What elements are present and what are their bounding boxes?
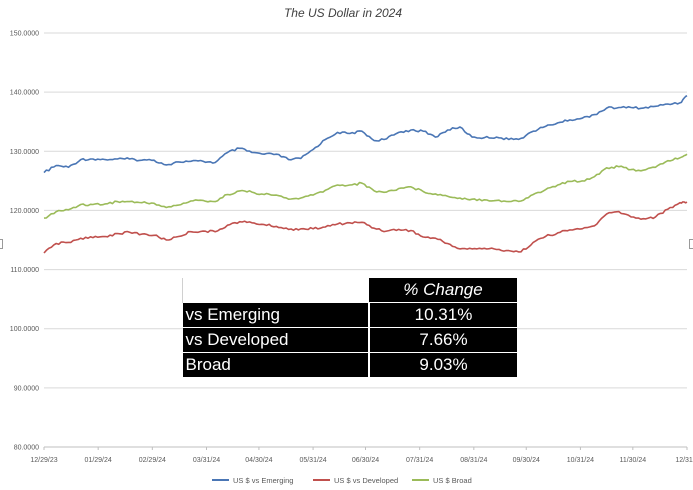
legend-label: US $ Broad: [433, 476, 472, 485]
row-value: 9.03%: [369, 352, 517, 377]
table-row: vs Emerging 10.31%: [182, 302, 517, 328]
table-row: vs Developed 7.66%: [182, 327, 517, 353]
y-tick-label: 150.0000: [10, 31, 39, 38]
y-tick-label: 110.0000: [10, 267, 39, 274]
y-axis: 80.0000 90.0000 100.0000 110.0000 120.0000 13…: [10, 31, 39, 452]
row-label: Broad: [182, 352, 370, 377]
row-label: vs Emerging: [182, 302, 370, 328]
y-tick-label: 140.0000: [10, 90, 39, 97]
series-line: [43, 201, 688, 254]
series-line: [43, 95, 688, 174]
x-tick-label: 12/31/2: [675, 457, 693, 464]
x-tick-label: 05/31/24: [299, 457, 326, 464]
y-tick-label: 100.0000: [10, 326, 39, 333]
x-tick-label: 06/30/24: [352, 457, 379, 464]
row-value: 10.31%: [369, 302, 517, 328]
left-resize-handle[interactable]: [0, 239, 3, 249]
chart-title: The US Dollar in 2024: [284, 6, 402, 20]
x-tick-label: 04/30/24: [245, 457, 272, 464]
percent-change-table: % Change vs Emerging 10.31% vs Developed…: [182, 278, 517, 377]
x-tick-label: 12/29/23: [30, 457, 57, 464]
y-tick-label: 90.0000: [14, 385, 39, 392]
x-tick-label: 02/29/24: [139, 457, 166, 464]
row-value: 7.66%: [369, 327, 517, 353]
x-tick-label: 11/30/24: [619, 457, 646, 464]
x-tick-label: 03/31/24: [193, 457, 220, 464]
series-lines: [43, 95, 688, 254]
y-tick-label: 120.0000: [10, 208, 39, 215]
y-tick-label: 80.0000: [14, 445, 39, 452]
x-tick-label: 01/29/24: [85, 457, 112, 464]
x-tick-label: 09/30/24: [513, 457, 540, 464]
series-line: [43, 153, 688, 219]
header-blank-cell: [182, 278, 369, 303]
y-tick-label: 130.0000: [10, 149, 39, 156]
x-axis: 12/29/23 01/29/24 02/29/24 03/31/24 04/30/24…: [30, 446, 693, 464]
legend: US $ vs Emerging US $ vs Developed US $ Br…: [212, 476, 472, 485]
legend-label: US $ vs Developed: [334, 476, 398, 485]
table-header-row: % Change: [182, 278, 517, 303]
right-resize-handle[interactable]: [689, 239, 693, 249]
percent-change-header: % Change: [369, 278, 517, 303]
table-row: Broad 9.03%: [182, 352, 517, 377]
legend-label: US $ vs Emerging: [233, 476, 293, 485]
x-tick-label: 08/31/24: [460, 457, 487, 464]
row-label: vs Developed: [182, 327, 370, 353]
x-tick-label: 07/31/24: [406, 457, 433, 464]
x-tick-label: 10/31/24: [567, 457, 594, 464]
